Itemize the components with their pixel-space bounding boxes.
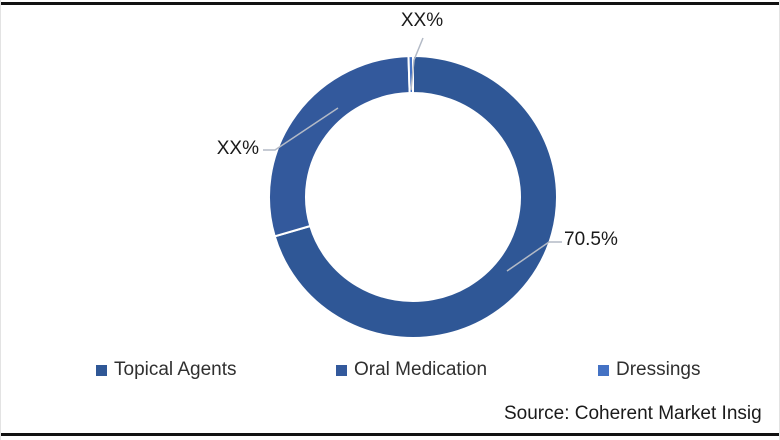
data-label-oral-medication: XX% xyxy=(216,138,259,159)
leader-line-oral-medication xyxy=(263,107,339,151)
donut-slices xyxy=(268,54,558,339)
legend-label-dressings: Dressings xyxy=(616,359,701,380)
data-label-topical-agents: 70.5% xyxy=(564,229,618,250)
legend-marker-topical-agents xyxy=(96,364,107,376)
data-label-dressings: XX% xyxy=(400,10,444,31)
frame-bottom-border xyxy=(1,433,779,436)
donut-slice-topical-agents xyxy=(273,54,558,339)
legend-item-dressings: Dressings xyxy=(598,359,701,380)
legend-label-topical-agents: Topical Agents xyxy=(114,359,237,380)
legend-marker-dressings xyxy=(598,364,609,376)
legend-item-oral-medication: Oral Medication xyxy=(336,359,488,380)
source-note: Source: Coherent Market Insig xyxy=(504,403,762,424)
legend-label-oral-medication: Oral Medication xyxy=(354,359,488,380)
legend-item-topical-agents: Topical Agents xyxy=(96,359,237,380)
legend-marker-oral-medication xyxy=(336,364,347,376)
donut-slice-oral-medication xyxy=(268,55,411,238)
frame-top-border xyxy=(1,2,779,5)
leader-line-dressings xyxy=(410,37,424,91)
leader-line-topical-agents xyxy=(506,241,562,272)
